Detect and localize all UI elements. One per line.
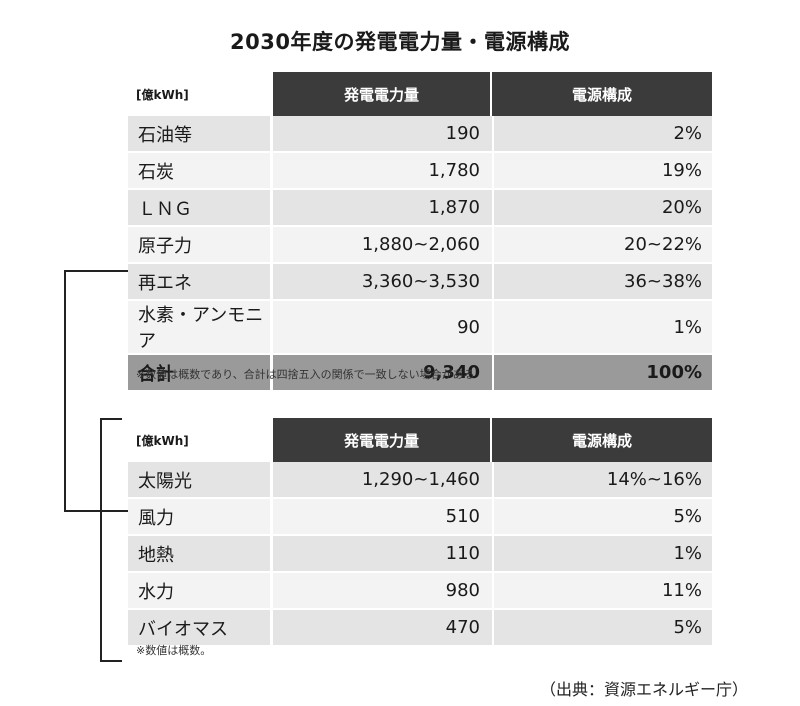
generation-value: 1,870: [270, 190, 492, 227]
share-value: 1%: [492, 536, 712, 573]
generation-value: 470: [270, 610, 492, 647]
share-value: 5%: [492, 610, 712, 647]
total-share-value: 100%: [492, 355, 712, 392]
generation-value: 190: [270, 116, 492, 153]
breakdown-bracket: [100, 418, 122, 662]
unit-label: [億kWh]: [128, 72, 270, 116]
table-row: バイオマス 470 5%: [128, 610, 712, 647]
total-label: 合計: [128, 355, 270, 392]
table-row: ＬＮＧ 1,870 20%: [128, 190, 712, 227]
page-title: 2030年度の発電電力量・電源構成: [230, 30, 570, 54]
share-value: 20~22%: [492, 227, 712, 264]
generation-value: 1,880~2,060: [270, 227, 492, 264]
generation-value: 510: [270, 499, 492, 536]
table-row: 風力 510 5%: [128, 499, 712, 536]
table-row: 原子力 1,880~2,060 20~22%: [128, 227, 712, 264]
table-footnote: ※数値は概数。: [136, 644, 212, 657]
source-name: ＬＮＧ: [128, 190, 270, 227]
table-row: 水力 980 11%: [128, 573, 712, 610]
table-header-row: [億kWh] 発電電力量 電源構成: [128, 418, 712, 462]
share-value: 5%: [492, 499, 712, 536]
column-header-generation: 発電電力量: [270, 418, 492, 462]
column-header-share: 電源構成: [492, 72, 712, 116]
source-name: バイオマス: [128, 610, 270, 647]
share-value: 19%: [492, 153, 712, 190]
power-mix-table: [億kWh] 発電電力量 電源構成 石油等 190 2% 石炭 1,780 19…: [128, 72, 712, 392]
table-row: 水素・アンモニア 90 1%: [128, 301, 712, 355]
renewables-breakdown-table: [億kWh] 発電電力量 電源構成 太陽光 1,290~1,460 14%~16…: [128, 418, 712, 647]
source-name: 水素・アンモニア: [128, 301, 270, 355]
source-name: 風力: [128, 499, 270, 536]
total-generation-value: 9,340: [270, 355, 492, 392]
generation-value: 110: [270, 536, 492, 573]
share-value: 36~38%: [492, 264, 712, 301]
table-footnote: ※数値は概数であり、合計は四捨五入の関係で一致しない場合がある: [136, 368, 475, 381]
source-credit: （出典：資源エネルギー庁）: [539, 680, 748, 699]
share-value: 2%: [492, 116, 712, 153]
source-name: 原子力: [128, 227, 270, 264]
source-name: 石炭: [128, 153, 270, 190]
unit-label: [億kWh]: [128, 418, 270, 462]
share-value: 14%~16%: [492, 462, 712, 499]
table-row: 石炭 1,780 19%: [128, 153, 712, 190]
table-row: 太陽光 1,290~1,460 14%~16%: [128, 462, 712, 499]
source-name: 太陽光: [128, 462, 270, 499]
source-name: 水力: [128, 573, 270, 610]
table-row: 石油等 190 2%: [128, 116, 712, 153]
column-header-share: 電源構成: [492, 418, 712, 462]
source-name: 再エネ: [128, 264, 270, 301]
table-row: 再エネ 3,360~3,530 36~38%: [128, 264, 712, 301]
generation-value: 90: [270, 301, 492, 355]
source-name: 石油等: [128, 116, 270, 153]
share-value: 20%: [492, 190, 712, 227]
share-value: 11%: [492, 573, 712, 610]
generation-value: 1,780: [270, 153, 492, 190]
connector-bracket: [64, 270, 128, 512]
column-header-generation: 発電電力量: [270, 72, 492, 116]
source-name: 地熱: [128, 536, 270, 573]
table-row: 地熱 110 1%: [128, 536, 712, 573]
share-value: 1%: [492, 301, 712, 355]
generation-value: 980: [270, 573, 492, 610]
table-header-row: [億kWh] 発電電力量 電源構成: [128, 72, 712, 116]
total-row: 合計 9,340 100%: [128, 355, 712, 392]
generation-value: 1,290~1,460: [270, 462, 492, 499]
generation-value: 3,360~3,530: [270, 264, 492, 301]
